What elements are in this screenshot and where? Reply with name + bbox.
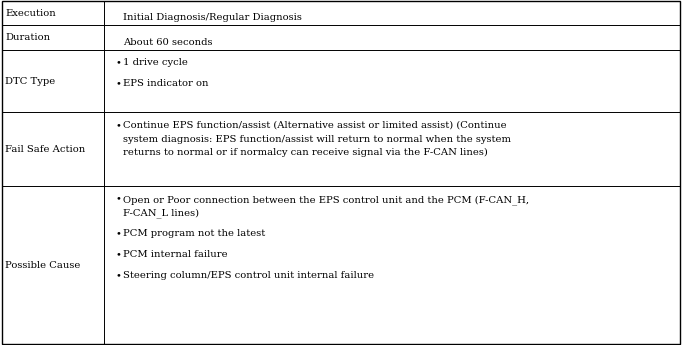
Text: Fail Safe Action: Fail Safe Action — [5, 145, 86, 154]
Text: •: • — [116, 250, 122, 259]
Text: Possible Cause: Possible Cause — [5, 260, 81, 269]
Text: •: • — [116, 79, 122, 88]
Text: returns to normal or if normalcy can receive signal via the F-CAN lines): returns to normal or if normalcy can rec… — [123, 148, 488, 157]
Text: About 60 seconds: About 60 seconds — [123, 38, 212, 47]
Text: Duration: Duration — [5, 33, 50, 42]
Text: •: • — [116, 58, 122, 67]
Text: DTC Type: DTC Type — [5, 77, 56, 86]
Text: •: • — [116, 229, 122, 238]
Text: EPS indicator on: EPS indicator on — [123, 79, 208, 88]
Text: Continue EPS function/assist (Alternative assist or limited assist) (Continue: Continue EPS function/assist (Alternativ… — [123, 121, 506, 130]
Text: Initial Diagnosis/Regular Diagnosis: Initial Diagnosis/Regular Diagnosis — [123, 13, 301, 22]
Text: •: • — [116, 121, 122, 130]
Text: Open or Poor connection between the EPS control unit and the PCM (F-CAN_H,: Open or Poor connection between the EPS … — [123, 195, 529, 205]
Text: system diagnosis: EPS function/assist will return to normal when the system: system diagnosis: EPS function/assist wi… — [123, 135, 511, 144]
Text: PCM internal failure: PCM internal failure — [123, 250, 227, 259]
Text: •: • — [116, 195, 122, 204]
Text: F-CAN_L lines): F-CAN_L lines) — [123, 208, 199, 218]
Text: 1 drive cycle: 1 drive cycle — [123, 58, 188, 67]
Text: •: • — [116, 271, 122, 280]
Text: Steering column/EPS control unit internal failure: Steering column/EPS control unit interna… — [123, 271, 374, 280]
Text: PCM program not the latest: PCM program not the latest — [123, 229, 265, 238]
Text: Execution: Execution — [5, 9, 56, 18]
